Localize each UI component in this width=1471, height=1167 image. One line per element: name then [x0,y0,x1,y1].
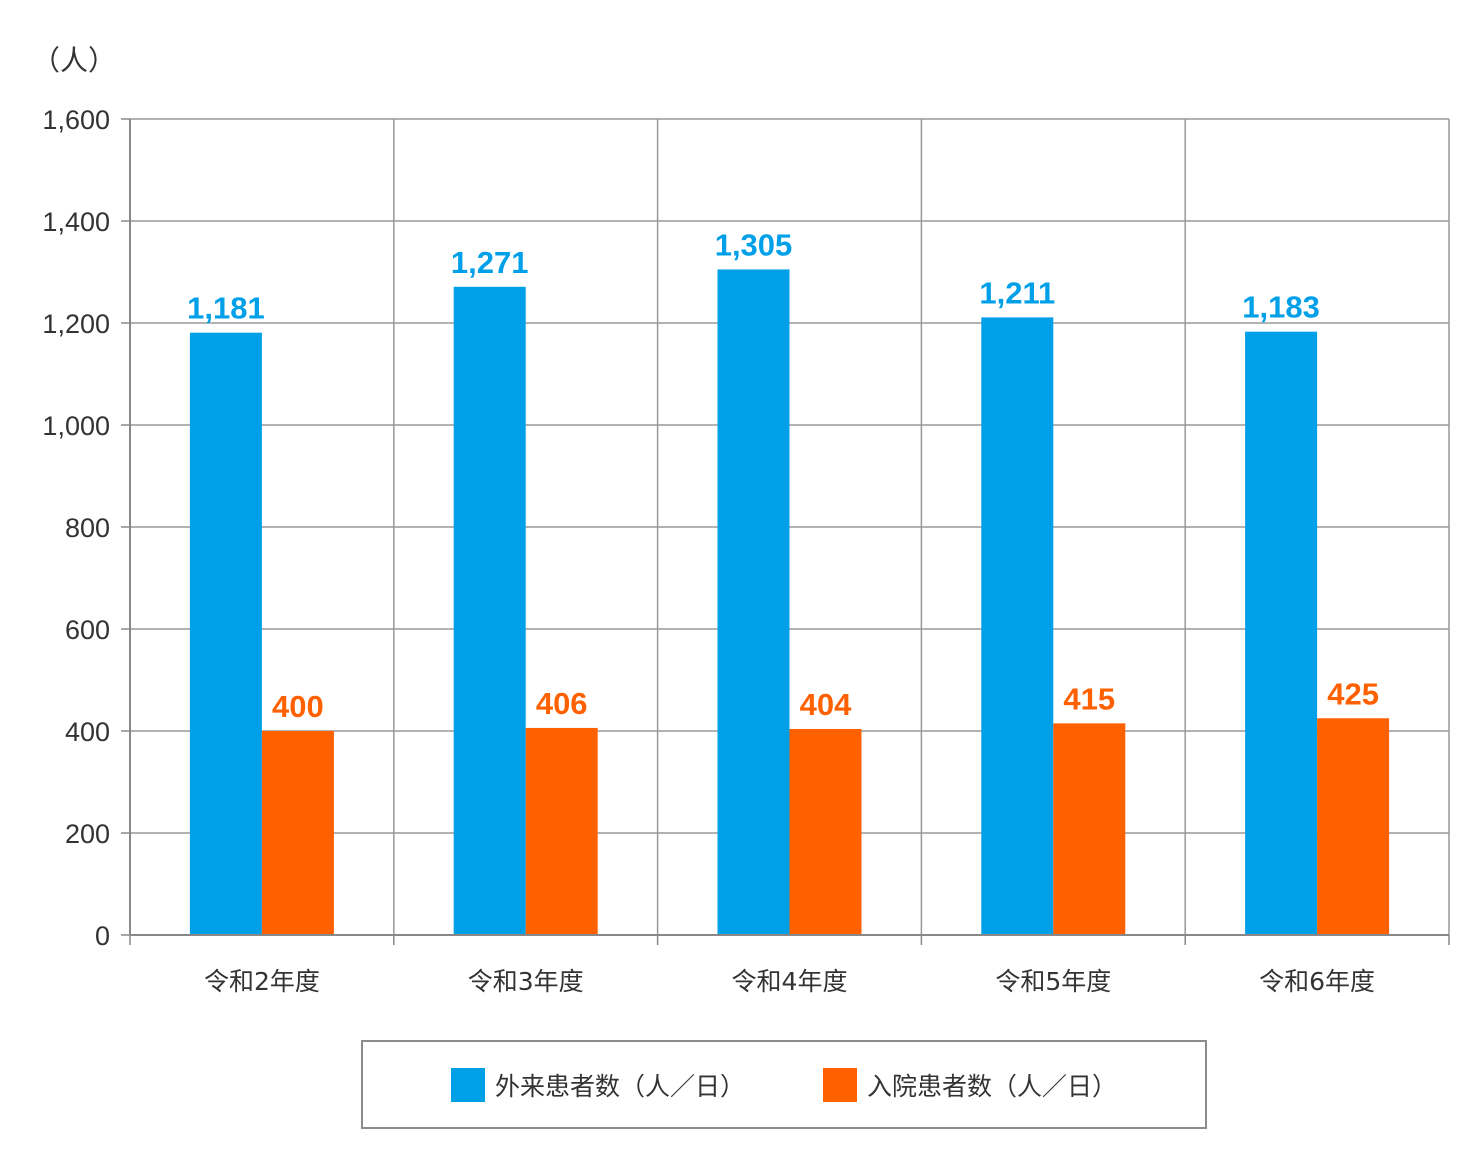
data-label: 425 [1327,676,1379,711]
legend-swatch-outpatients [450,1067,485,1102]
data-label: 1,181 [187,291,265,326]
bar [981,317,1054,935]
y-tick-label: 600 [65,615,110,645]
x-category-label: 令和6年度 [1259,967,1375,996]
data-label: 1,305 [715,227,793,262]
bar [717,269,790,935]
bar [525,727,598,935]
x-category-label: 令和4年度 [732,967,848,996]
y-axis-unit-label: （人） [32,44,116,77]
legend-item-outpatients: 外来患者数（人／日） [450,1067,745,1103]
bar [453,286,526,935]
bars [189,269,1390,935]
x-category-label: 令和3年度 [468,967,584,996]
x-category-label: 令和5年度 [995,967,1111,996]
legend-swatch-inpatients [823,1067,857,1102]
data-label: 406 [536,686,588,721]
bar [1053,723,1126,935]
bar [1245,331,1318,935]
legend-label-outpatients: 外来患者数（人／日） [494,1071,745,1101]
y-tick-label: 1,000 [42,411,110,441]
axes [121,118,1450,945]
legend-label-inpatients: 入院患者数（人／日） [867,1071,1118,1101]
bar [789,728,862,935]
y-tick-label: 1,400 [42,207,110,237]
y-tick-label: 200 [65,819,110,849]
data-label: 400 [272,689,324,724]
bar [261,731,334,935]
data-label: 404 [800,687,852,722]
y-tick-label: 0 [95,921,110,951]
legend-item-inpatients: 入院患者数（人／日） [823,1067,1117,1103]
x-category-label: 令和2年度 [204,967,320,996]
y-tick-label: 800 [65,513,110,543]
legend: 外来患者数（人／日） 入院患者数（人／日） [361,1040,1207,1129]
labels: 0 200 400 600 800 1,000 1,200 1,400 1,600 1,181 40… [42,105,1379,996]
y-tick-label: 400 [65,717,110,747]
data-label: 415 [1063,681,1115,716]
y-tick-label: 1,600 [42,105,110,135]
bar [189,332,262,935]
data-label: 1,271 [451,245,529,280]
bar-chart: （人） 0 200 400 600 800 1,000 1,200 1,400 1,600 1,1… [32,44,1450,996]
y-tick-label: 1,200 [42,309,110,339]
data-label: 1,211 [979,275,1055,310]
bar [1317,718,1390,935]
data-label: 1,183 [1242,290,1320,325]
